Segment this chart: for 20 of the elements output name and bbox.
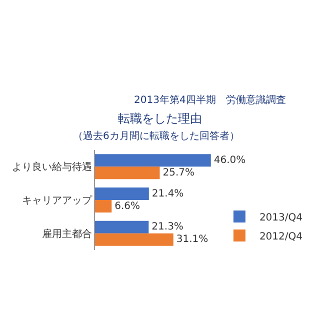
chart-title: 転職をした理由 bbox=[118, 112, 202, 126]
y-tick-label: より良い給与待遇 bbox=[12, 161, 92, 174]
data-label: 25.7% bbox=[162, 167, 195, 178]
y-tick-label: 雇用主都合 bbox=[42, 228, 92, 240]
data-label: 21.3% bbox=[152, 222, 184, 233]
text: 2013年第4四半期 労働意識調査 bbox=[134, 94, 286, 106]
legend-label: 2012/Q4 bbox=[259, 231, 303, 242]
bar bbox=[95, 220, 149, 234]
bar bbox=[95, 154, 211, 167]
data-label: 21.4% bbox=[152, 188, 184, 200]
data-label: 6.6% bbox=[114, 200, 140, 212]
y-tick-label: キャリアアップ bbox=[22, 194, 93, 206]
bar bbox=[95, 200, 112, 212]
data-label: 46.0% bbox=[214, 154, 246, 166]
chart-subtitle: （過去6カ月間に転職をした回答者） bbox=[73, 130, 240, 142]
bar bbox=[95, 166, 160, 180]
bar bbox=[95, 233, 174, 246]
data-label: 31.1% bbox=[176, 234, 208, 246]
legend-label: 2013/Q4 bbox=[259, 212, 303, 224]
bar bbox=[95, 188, 149, 200]
